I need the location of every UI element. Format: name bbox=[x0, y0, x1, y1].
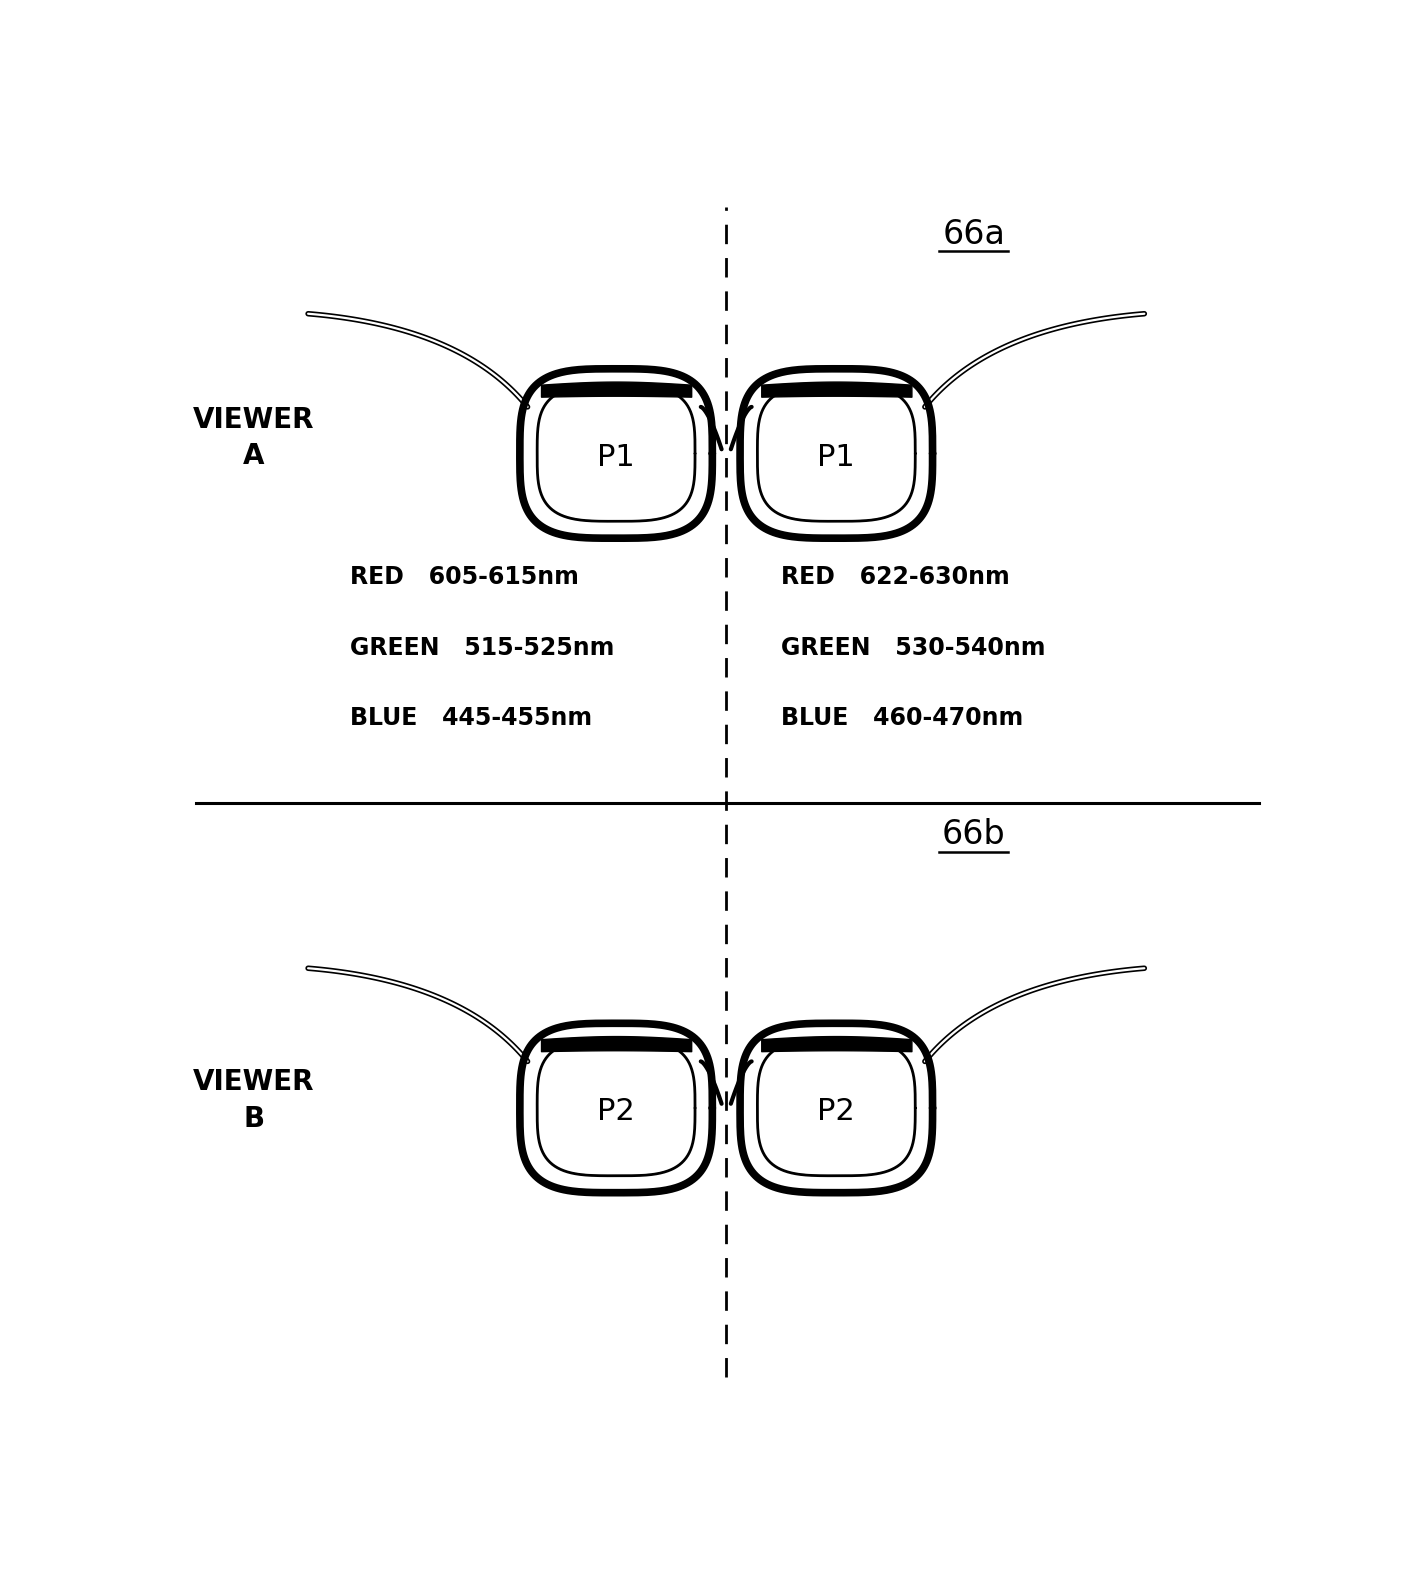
Polygon shape bbox=[761, 388, 913, 519]
Text: 66b: 66b bbox=[942, 818, 1006, 851]
Text: GREEN   515-525nm: GREEN 515-525nm bbox=[350, 635, 615, 660]
Text: 66a: 66a bbox=[942, 218, 1005, 250]
Polygon shape bbox=[540, 1042, 691, 1173]
Text: RED   605-615nm: RED 605-615nm bbox=[350, 565, 580, 589]
Text: P1: P1 bbox=[597, 442, 635, 473]
Polygon shape bbox=[540, 388, 691, 519]
Text: RED   622-630nm: RED 622-630nm bbox=[781, 565, 1010, 589]
Text: P2: P2 bbox=[818, 1098, 856, 1126]
Polygon shape bbox=[533, 1036, 700, 1181]
Text: VIEWER
A: VIEWER A bbox=[193, 406, 315, 471]
Text: GREEN   530-540nm: GREEN 530-540nm bbox=[781, 635, 1046, 660]
Text: BLUE   460-470nm: BLUE 460-470nm bbox=[781, 706, 1023, 730]
Polygon shape bbox=[752, 1036, 920, 1181]
Polygon shape bbox=[752, 382, 920, 525]
Text: VIEWER
B: VIEWER B bbox=[193, 1068, 315, 1133]
Polygon shape bbox=[761, 1042, 913, 1173]
Text: P1: P1 bbox=[818, 442, 856, 473]
Polygon shape bbox=[735, 364, 938, 543]
Text: P2: P2 bbox=[597, 1098, 635, 1126]
Polygon shape bbox=[514, 364, 717, 543]
Polygon shape bbox=[514, 1020, 717, 1196]
Text: BLUE   445-455nm: BLUE 445-455nm bbox=[350, 706, 592, 730]
Polygon shape bbox=[735, 1020, 938, 1196]
Polygon shape bbox=[533, 382, 700, 525]
